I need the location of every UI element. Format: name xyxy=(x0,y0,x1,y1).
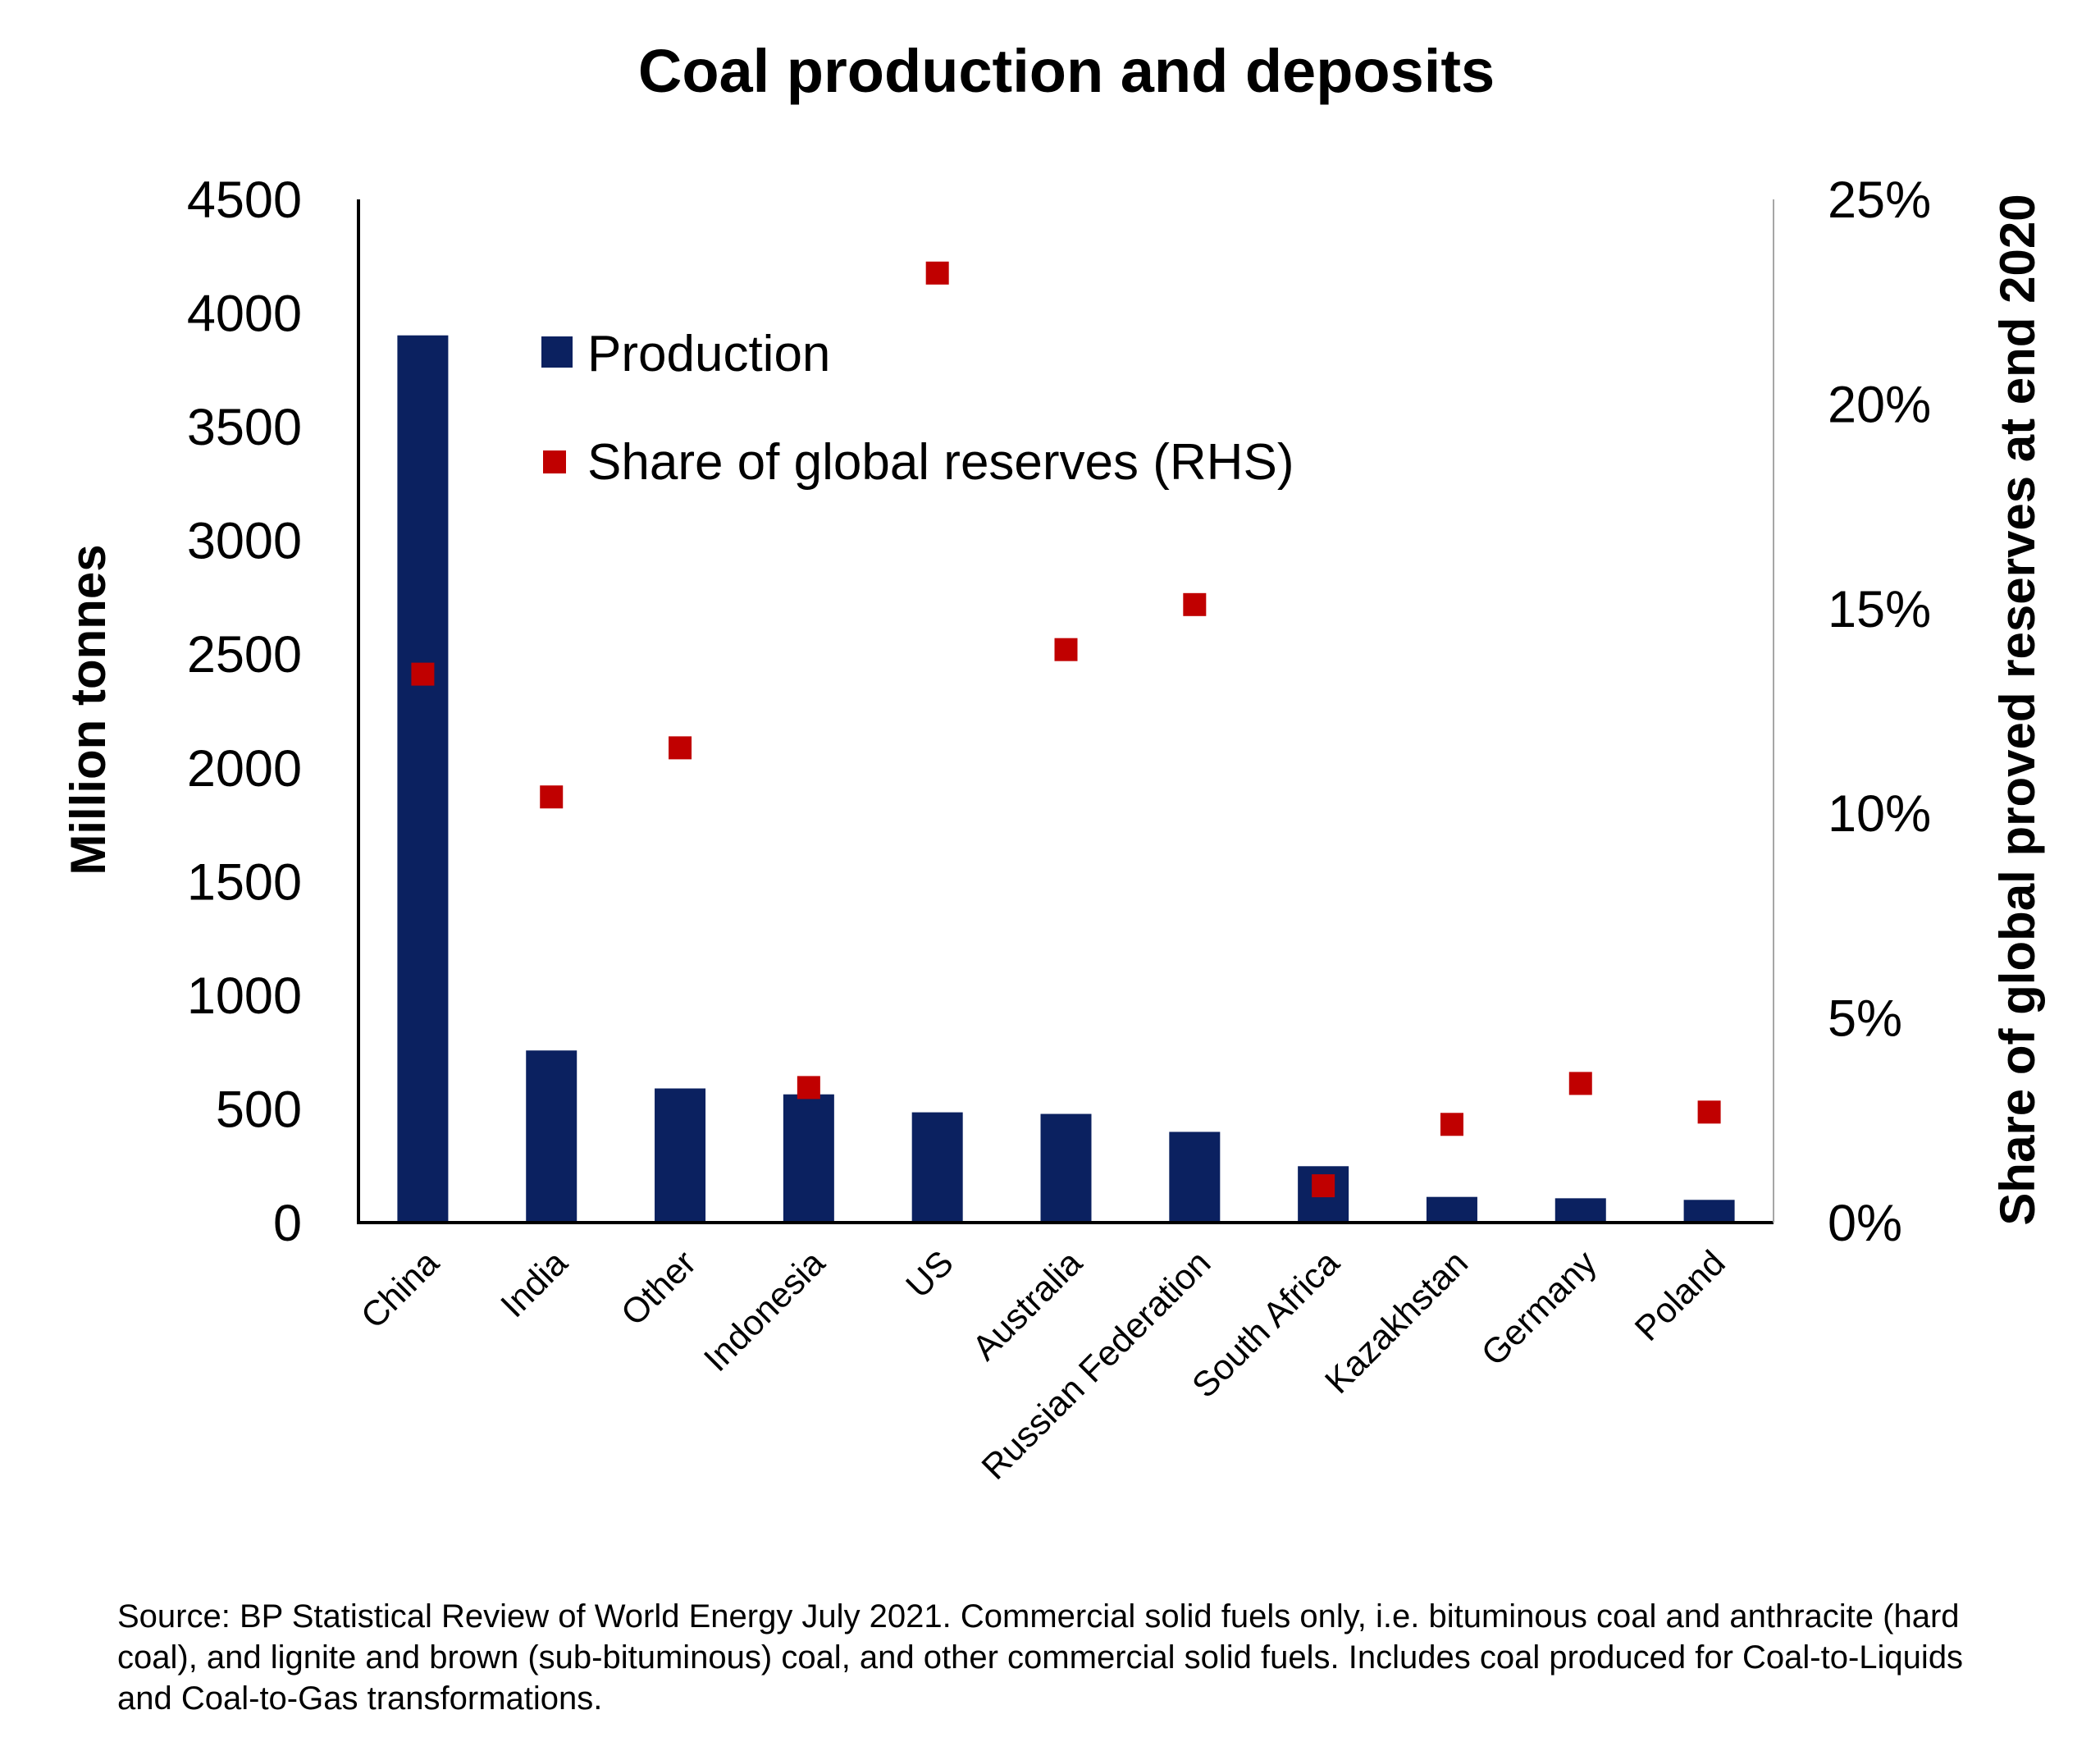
bar-other xyxy=(655,1088,706,1223)
bar-russian-federation xyxy=(1169,1132,1221,1223)
right-tick-label: 15% xyxy=(1828,581,1931,638)
legend-production-swatch xyxy=(541,336,573,368)
left-tick-label: 4500 xyxy=(187,171,302,229)
category-label: India xyxy=(493,1243,575,1325)
point-south-africa xyxy=(1312,1174,1335,1198)
point-us xyxy=(925,261,949,285)
left-tick-label: 1000 xyxy=(187,967,302,1025)
source-footnote: Source: BP Statistical Review of World E… xyxy=(117,1598,1964,1717)
category-label: Russian Federation xyxy=(975,1243,1219,1488)
points-layer xyxy=(411,261,1721,1198)
left-tick-label: 1500 xyxy=(187,853,302,911)
bars-layer xyxy=(397,335,1735,1223)
point-australia xyxy=(1054,638,1078,661)
category-label: US xyxy=(899,1243,961,1305)
category-label: Other xyxy=(614,1243,704,1333)
legend-production-label: Production xyxy=(587,326,830,382)
bar-australia xyxy=(1040,1113,1092,1223)
category-label: Poland xyxy=(1628,1243,1733,1349)
category-label: Australia xyxy=(965,1243,1089,1368)
left-tick-label: 4000 xyxy=(187,286,302,343)
right-tick-label: 25% xyxy=(1828,171,1931,229)
left-axis-title: Million tonnes xyxy=(61,544,116,875)
point-indonesia xyxy=(797,1076,820,1100)
point-other xyxy=(669,736,692,760)
point-russian-federation xyxy=(1183,592,1207,616)
right-tick-label: 10% xyxy=(1828,785,1931,843)
right-tick-label: 0% xyxy=(1828,1195,1902,1252)
left-axis-ticks: 0 500 1000 1500 2000 2500 3000 3500 4000 4500 xyxy=(187,171,302,1252)
bar-germany xyxy=(1554,1198,1606,1223)
axes-layer xyxy=(357,199,1774,1224)
bar-indonesia xyxy=(783,1094,834,1223)
point-poland xyxy=(1697,1100,1721,1124)
left-tick-label: 2000 xyxy=(187,740,302,798)
right-tick-label: 5% xyxy=(1828,990,1902,1048)
category-label: Indonesia xyxy=(696,1243,833,1379)
point-india xyxy=(540,785,564,809)
right-tick-label: 20% xyxy=(1828,376,1931,433)
chart-title: Coal production and deposits xyxy=(638,37,1495,105)
category-label: China xyxy=(354,1243,446,1336)
point-germany xyxy=(1568,1072,1592,1095)
point-kazakhstan xyxy=(1440,1113,1463,1136)
right-axis-title: Share of global proved reserves at end 2… xyxy=(1990,194,2045,1225)
bar-kazakhstan xyxy=(1426,1196,1477,1223)
left-tick-label: 2500 xyxy=(187,626,302,684)
category-label: Germany xyxy=(1474,1243,1605,1374)
left-tick-label: 3000 xyxy=(187,513,302,570)
point-china xyxy=(411,662,435,686)
left-tick-label: 0 xyxy=(273,1195,302,1252)
left-tick-label: 3500 xyxy=(187,399,302,456)
legend-reserves-label: Share of global reserves (RHS) xyxy=(587,434,1294,491)
legend-reserves-swatch xyxy=(543,450,566,473)
bar-india xyxy=(526,1050,578,1223)
bar-china xyxy=(397,335,449,1223)
right-axis-ticks: 0% 5% 10% 15% 20% 25% xyxy=(1828,171,1931,1252)
left-tick-label: 500 xyxy=(216,1081,302,1138)
legend: Production Share of global reserves (RHS… xyxy=(541,326,1294,491)
bar-poland xyxy=(1683,1200,1735,1223)
bar-us xyxy=(911,1112,963,1223)
